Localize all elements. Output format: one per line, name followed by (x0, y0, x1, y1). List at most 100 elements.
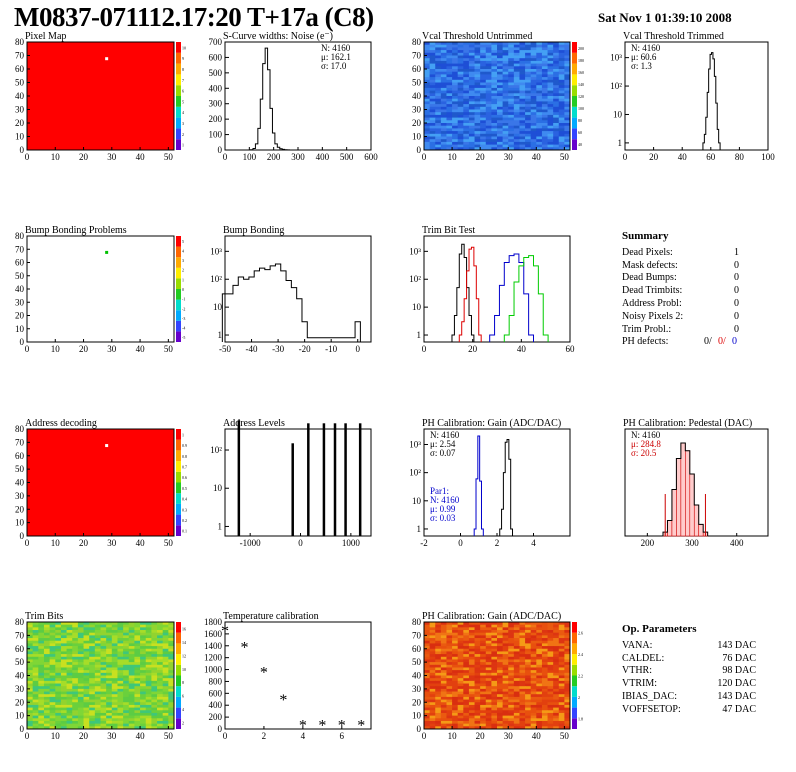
heatmap-cell (547, 680, 554, 684)
heatmap-cell (525, 104, 532, 108)
histogram-series (248, 47, 295, 151)
heatmap-cell (541, 120, 548, 124)
heatmap-cell (106, 726, 113, 730)
heatmap-cell (558, 646, 565, 650)
heatmap-cell (468, 688, 475, 692)
heatmap-cell (72, 632, 79, 636)
heatmap-cell (468, 699, 475, 703)
heatmap-cell (497, 688, 504, 692)
heatmap-cell (66, 715, 73, 719)
heatmap-cell (485, 699, 492, 703)
heatmap-cell (55, 659, 62, 663)
colorbar-segment (572, 85, 577, 96)
heatmap-cell (89, 675, 96, 679)
heatmap-cell (525, 622, 532, 626)
heatmap-cell (145, 723, 152, 727)
heatmap-cell (111, 659, 118, 663)
heatmap-cell (530, 50, 537, 54)
colorbar-tick-label: 2.4 (578, 652, 583, 657)
heatmap-cell (43, 651, 51, 655)
heatmap-cell (151, 624, 158, 628)
heatmap-cell (60, 726, 67, 730)
heatmap-cell (553, 82, 560, 86)
heatmap-cell (491, 654, 498, 658)
x-tick-label: 0 (25, 152, 30, 162)
heatmap-cell (440, 66, 447, 70)
colorbar-segment (176, 96, 181, 107)
heatmap-cell (424, 699, 431, 703)
heatmap-cell (89, 699, 96, 703)
heatmap-cell (145, 720, 152, 725)
heatmap-cell (536, 699, 543, 703)
heatmap-cell (424, 52, 431, 56)
heatmap-cell (140, 707, 147, 711)
op-params-title: Op. Parameters (622, 623, 697, 635)
x-tick-label: -50 (219, 344, 231, 354)
heatmap-cell (497, 93, 504, 97)
heatmap-cell (66, 672, 73, 676)
heatmap-cell (440, 109, 447, 113)
heatmap-cell (508, 686, 515, 690)
heatmap-cell (536, 624, 543, 628)
heatmap-cell (553, 635, 560, 639)
heatmap-cell (49, 635, 56, 639)
heatmap-cell (497, 712, 504, 717)
heatmap-cell (547, 47, 554, 51)
heatmap-cell (457, 71, 464, 75)
heatmap-cell (452, 702, 459, 706)
heatmap-cell (553, 643, 560, 647)
heatmap-cell (558, 133, 565, 137)
heatmap-cell (457, 133, 464, 137)
heatmap-cell (474, 144, 481, 148)
heatmap-cell (157, 723, 164, 727)
heatmap-cell (558, 79, 565, 83)
heatmap-cell (463, 646, 470, 650)
colorbar-segment (176, 503, 181, 515)
heatmap-cell (43, 630, 51, 634)
heatmap-cell (60, 664, 67, 668)
heatmap-cell (151, 632, 158, 636)
heatmap-cell (463, 60, 470, 64)
plot-title: Trim Bit Test (422, 225, 475, 236)
heatmap-cell (424, 147, 431, 151)
heatmap-cell (128, 635, 135, 639)
heatmap-cell (491, 651, 498, 655)
colorbar-tick-label: 2 (182, 268, 184, 273)
heatmap-cell (497, 664, 504, 668)
heatmap-cell (485, 726, 492, 730)
heatmap-cell (38, 686, 45, 690)
heatmap-cell (491, 44, 498, 48)
y-tick-label: 1 (218, 330, 223, 340)
heatmap-cell (72, 659, 79, 663)
heatmap-cell (513, 50, 520, 54)
heatmap-cell (424, 60, 431, 64)
heatmap-cell (491, 58, 498, 62)
heatmap-cell (60, 624, 67, 628)
heatmap-cell (541, 82, 548, 86)
heatmap-cell (452, 79, 459, 83)
stat-line: μ: 60.6 (631, 52, 657, 62)
heatmap-cell (429, 44, 436, 48)
heatmap-cell (89, 723, 96, 727)
heatmap-cell (508, 718, 515, 722)
heatmap-cell (502, 688, 509, 692)
heatmap-cell (541, 688, 548, 692)
heatmap-cell (541, 712, 548, 717)
heatmap-cell (502, 699, 509, 703)
heatmap-cell (480, 704, 487, 708)
heatmap-cell (452, 662, 459, 666)
heatmap-cell (89, 696, 96, 700)
summary-row: Noisy Pixels 2: 0 (622, 310, 752, 323)
heatmap-cell (446, 120, 453, 124)
colorbar-tick-label: 0.9 (182, 443, 187, 448)
heatmap-cell (468, 44, 475, 48)
heatmap-cell (145, 659, 152, 663)
x-tick-label: 0 (422, 731, 427, 741)
heatmap-cell (128, 680, 135, 684)
heatmap-cell (508, 52, 515, 56)
heatmap-cell (480, 117, 487, 121)
heatmap-cell (435, 648, 442, 652)
heatmap-cell (468, 691, 475, 695)
heatmap-cell (429, 93, 436, 97)
heatmap-cell (424, 646, 431, 650)
